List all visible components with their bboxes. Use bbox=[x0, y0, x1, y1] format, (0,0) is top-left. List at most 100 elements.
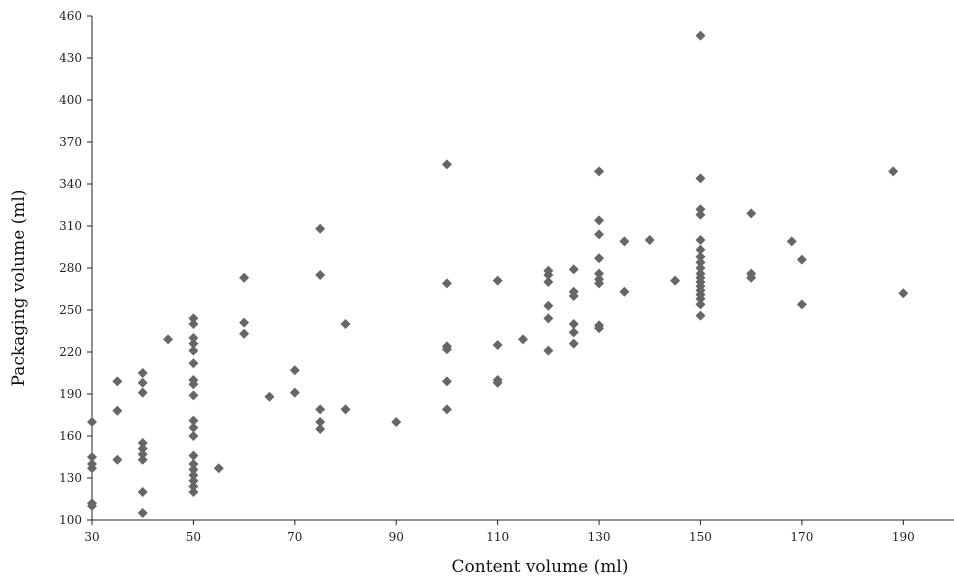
data-point-diamond bbox=[213, 463, 224, 474]
y-tick-label: 370 bbox=[59, 135, 82, 149]
data-point-diamond bbox=[188, 358, 199, 369]
data-point-diamond bbox=[289, 387, 300, 398]
y-tick-label: 340 bbox=[59, 177, 82, 191]
data-point-diamond bbox=[441, 376, 452, 387]
data-point-diamond bbox=[264, 391, 275, 402]
data-point-diamond bbox=[619, 236, 630, 247]
data-point-diamond bbox=[441, 159, 452, 170]
data-point-diamond bbox=[594, 229, 605, 240]
data-point-diamond bbox=[695, 257, 706, 268]
x-tick-label: 50 bbox=[186, 530, 201, 544]
data-point-diamond bbox=[695, 299, 706, 310]
data-point-diamond bbox=[568, 319, 579, 329]
data-point-diamond bbox=[188, 487, 199, 497]
x-axis-ticks: 30 50 70 90 110 130 150 170 190 bbox=[84, 520, 915, 544]
data-point-diamond bbox=[340, 319, 351, 329]
y-tick-label: 190 bbox=[59, 387, 82, 401]
data-point-diamond bbox=[340, 404, 351, 415]
data-point-diamond bbox=[137, 377, 148, 388]
data-point-diamond bbox=[441, 404, 452, 415]
x-tick-label: 190 bbox=[892, 530, 915, 544]
y-tick-label: 400 bbox=[59, 93, 82, 107]
y-tick-label: 280 bbox=[59, 261, 82, 275]
data-point-diamond bbox=[137, 438, 148, 448]
data-point-diamond bbox=[695, 173, 706, 184]
data-point-diamond bbox=[695, 310, 706, 321]
data-point-diamond bbox=[670, 275, 681, 286]
x-tick-label: 170 bbox=[790, 530, 813, 544]
data-point-diamond bbox=[543, 270, 554, 280]
data-point-diamond bbox=[188, 345, 199, 356]
data-point-diamond bbox=[315, 223, 326, 234]
data-point-diamond bbox=[518, 334, 528, 345]
data-point-diamond bbox=[188, 464, 199, 475]
data-point-diamond bbox=[289, 365, 300, 376]
data-point-diamond bbox=[239, 317, 250, 328]
data-point-diamond bbox=[695, 209, 706, 220]
data-point-diamond bbox=[695, 251, 706, 262]
data-point-diamond bbox=[492, 377, 503, 388]
data-point-diamond bbox=[163, 334, 174, 345]
data-point-diamond bbox=[492, 275, 503, 286]
data-point-diamond bbox=[137, 368, 148, 378]
data-point-diamond bbox=[441, 278, 452, 289]
data-point-diamond bbox=[543, 313, 554, 324]
y-tick-label: 220 bbox=[59, 345, 82, 359]
data-point-diamond bbox=[188, 319, 199, 329]
data-point-diamond bbox=[594, 253, 605, 264]
data-point-diamond bbox=[87, 501, 97, 511]
data-point-diamond bbox=[137, 454, 148, 465]
data-point-diamond bbox=[695, 293, 706, 304]
data-point-diamond bbox=[188, 431, 199, 441]
y-tick-label: 430 bbox=[59, 51, 82, 65]
data-point-diamond bbox=[619, 286, 630, 297]
data-point-diamond bbox=[188, 470, 199, 481]
data-point-diamond bbox=[594, 166, 605, 177]
data-point-diamond bbox=[188, 338, 199, 349]
data-point-diamond bbox=[492, 340, 503, 350]
y-tick-label: 310 bbox=[59, 219, 82, 233]
data-point-diamond bbox=[695, 263, 706, 273]
data-point-diamond bbox=[137, 443, 148, 454]
data-point-diamond bbox=[594, 268, 605, 279]
data-point-diamond bbox=[188, 379, 199, 390]
x-tick-label: 90 bbox=[389, 530, 404, 544]
data-point-diamond bbox=[746, 208, 757, 219]
data-point-diamond bbox=[594, 323, 605, 334]
y-tick-label: 250 bbox=[59, 303, 82, 317]
data-point-diamond bbox=[315, 424, 326, 434]
data-point-diamond bbox=[137, 487, 148, 497]
data-point-diamond bbox=[137, 449, 148, 460]
data-point-diamond bbox=[796, 299, 807, 310]
data-point-diamond bbox=[188, 450, 199, 461]
data-point-diamond bbox=[112, 405, 123, 416]
data-point-diamond bbox=[796, 254, 807, 265]
data-point-diamond bbox=[188, 422, 199, 433]
x-tick-label: 130 bbox=[588, 530, 611, 544]
data-point-diamond bbox=[441, 344, 452, 355]
data-point-diamond bbox=[315, 417, 326, 427]
data-point-diamond bbox=[137, 508, 148, 518]
data-point-diamond bbox=[543, 277, 554, 287]
data-point-diamond bbox=[594, 278, 605, 289]
data-point-diamond bbox=[568, 264, 579, 275]
data-point-diamond bbox=[695, 235, 706, 245]
data-point-diamond bbox=[239, 328, 250, 339]
data-point-diamond bbox=[315, 404, 326, 415]
data-point-diamond bbox=[568, 291, 579, 301]
data-point-diamond bbox=[137, 387, 148, 398]
data-point-diamond bbox=[188, 333, 199, 343]
data-point-diamond bbox=[391, 417, 402, 427]
x-tick-label: 150 bbox=[689, 530, 712, 544]
data-point-diamond bbox=[87, 417, 97, 427]
data-point-diamond bbox=[786, 236, 797, 247]
data-point-diamond bbox=[568, 338, 579, 349]
data-point-diamond bbox=[239, 272, 250, 283]
data-point-diamond bbox=[594, 215, 605, 226]
y-tick-label: 160 bbox=[59, 429, 82, 443]
data-point-diamond bbox=[188, 415, 199, 426]
x-tick-label: 110 bbox=[486, 530, 509, 544]
data-point-diamond bbox=[87, 452, 97, 462]
data-point-diamond bbox=[188, 313, 199, 324]
